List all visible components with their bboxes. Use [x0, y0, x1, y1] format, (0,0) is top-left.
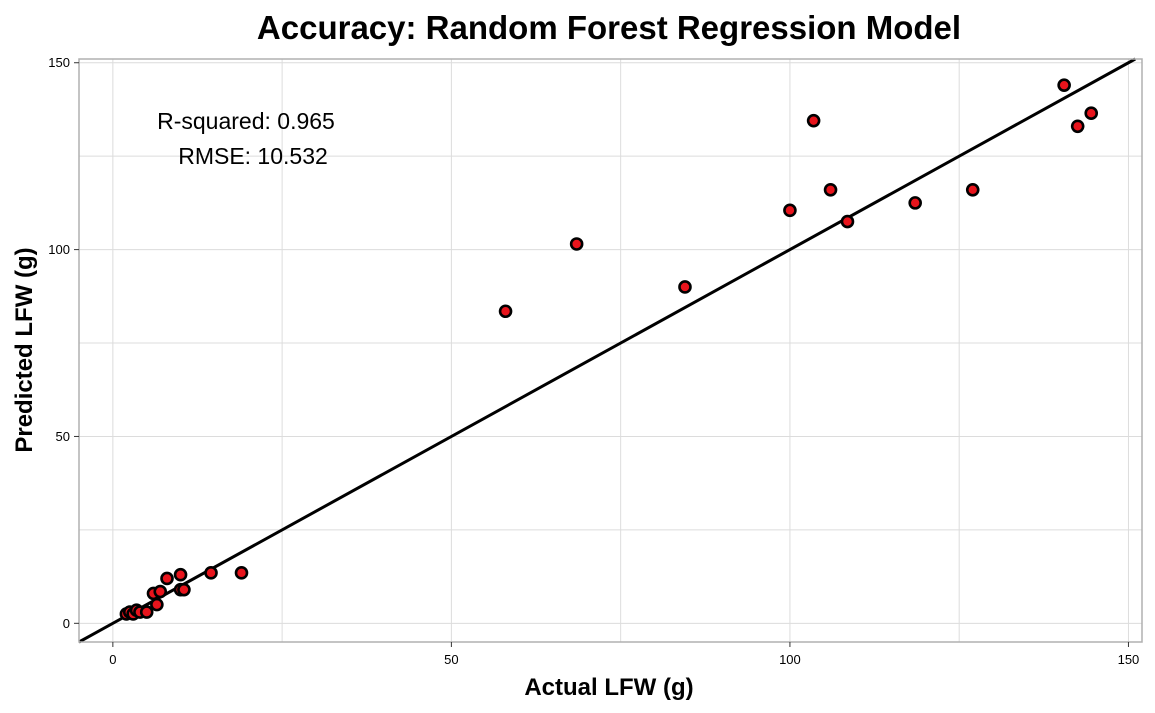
x-tick-label: 100 [779, 652, 801, 667]
data-points [119, 78, 1099, 621]
data-point [139, 605, 154, 619]
y-tick-label: 100 [48, 242, 70, 257]
y-axis-title: Predicted LFW (g) [11, 247, 38, 452]
plot-panel-border [78, 58, 1143, 643]
data-point [150, 597, 164, 612]
chart-title: Accuracy: Random Forest Regression Model [257, 9, 961, 46]
data-point [823, 183, 838, 197]
y-tick-label: 150 [48, 55, 70, 70]
x-tick-label: 0 [109, 652, 116, 667]
data-point [783, 203, 797, 218]
data-point [1070, 119, 1085, 134]
rmse-annotation: RMSE: 10.532 [178, 143, 328, 169]
data-point [234, 566, 249, 580]
data-point [840, 214, 855, 229]
data-point [153, 584, 168, 599]
data-point [569, 237, 584, 251]
y-tick-label: 50 [56, 429, 70, 444]
data-point [498, 304, 513, 319]
x-axis-ticks: 0 50 100 150 [109, 642, 1139, 667]
data-point [204, 566, 218, 580]
data-point [908, 196, 922, 210]
y-axis-ticks: 0 50 100 150 [48, 55, 79, 631]
data-point [678, 280, 692, 294]
data-point [177, 582, 191, 597]
r-squared-annotation: R-squared: 0.965 [157, 108, 335, 134]
reference-line [78, 57, 1136, 644]
data-point [1084, 106, 1099, 120]
reference-line-group [78, 57, 1136, 644]
x-tick-label: 50 [444, 652, 458, 667]
data-point [965, 183, 980, 197]
data-point [160, 571, 174, 586]
data-point [806, 113, 821, 128]
y-tick-label: 0 [63, 616, 70, 631]
data-point [1057, 78, 1071, 92]
data-point [173, 567, 188, 582]
x-axis-title: Actual LFW (g) [524, 674, 693, 701]
x-tick-label: 150 [1118, 652, 1140, 667]
